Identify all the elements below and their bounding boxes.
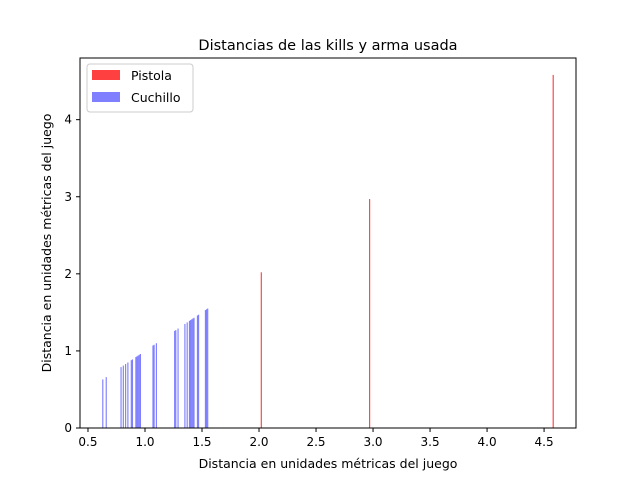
bar-cuchillo-30 <box>207 308 209 428</box>
bar-cuchillo-12 <box>139 354 141 428</box>
chart-title: Distancias de las kills y arma usada <box>198 38 457 54</box>
bar-cuchillo-15 <box>155 343 157 428</box>
bar-cuchillo-22 <box>190 320 192 428</box>
bar-cuchillo-11 <box>138 354 140 428</box>
x-tick-label-0: 0.5 <box>78 435 97 449</box>
bar-cuchillo-1 <box>105 377 107 429</box>
bar-cuchillo-6 <box>130 360 132 428</box>
legend-label-pistola: Pistola <box>131 68 172 83</box>
bar-cuchillo-23 <box>191 319 193 428</box>
bar-cuchillo-27 <box>198 314 200 428</box>
bar-pistola-1 <box>369 199 371 428</box>
bar-cuchillo-3 <box>122 365 124 428</box>
bar-cuchillo-16 <box>174 330 176 429</box>
bar-cuchillo-2 <box>120 367 122 428</box>
bars-layer <box>102 74 554 429</box>
y-tick-label-3: 3 <box>64 190 72 204</box>
bar-cuchillo-17 <box>175 330 177 428</box>
bar-cuchillo-9 <box>136 356 138 428</box>
bar-cuchillo-29 <box>206 309 208 428</box>
bar-cuchillo-28 <box>204 310 206 428</box>
bar-cuchillo-5 <box>127 362 129 428</box>
bar-cuchillo-7 <box>131 359 134 428</box>
bar-cuchillo-4 <box>125 364 127 428</box>
legend-label-cuchillo: Cuchillo <box>131 90 181 105</box>
x-tick-label-7: 4.0 <box>478 435 497 449</box>
y-tick-label-1: 1 <box>64 344 72 358</box>
bar-pistola-0 <box>260 272 262 428</box>
x-tick-label-8: 4.5 <box>535 435 554 449</box>
x-tick-label-2: 1.5 <box>192 435 211 449</box>
bar-cuchillo-21 <box>188 320 191 428</box>
bar-pistola-2 <box>552 74 554 429</box>
y-axis-ticks: 0 1 2 3 4 <box>64 113 80 435</box>
plot-frame <box>79 57 577 429</box>
bar-cuchillo-24 <box>192 318 194 428</box>
legend-swatch-cuchillo <box>92 92 120 102</box>
x-tick-label-5: 3.0 <box>363 435 382 449</box>
x-axis-ticks: 0.5 1.0 1.5 2.0 2.5 3.0 3.5 4.0 4.5 <box>78 428 554 449</box>
x-axis-label: Distancia en unidades métricas del juego <box>199 456 458 471</box>
legend-swatch-pistola <box>92 70 120 80</box>
x-tick-label-3: 2.0 <box>249 435 268 449</box>
bar-cuchillo-19 <box>184 323 186 428</box>
y-tick-label-0: 0 <box>64 421 72 435</box>
bar-cuchillo-13 <box>152 345 154 428</box>
x-tick-label-4: 2.5 <box>306 435 325 449</box>
x-tick-label-6: 3.5 <box>421 435 440 449</box>
legend: Pistola Cuchillo <box>86 63 194 113</box>
bar-cuchillo-26 <box>196 315 199 428</box>
bar-cuchillo-14 <box>153 344 155 428</box>
y-tick-label-2: 2 <box>64 267 72 281</box>
bar-cuchillo-18 <box>177 328 179 428</box>
bar-cuchillo-10 <box>137 355 139 428</box>
bar-cuchillo-20 <box>186 322 188 428</box>
x-tick-label-1: 1.0 <box>135 435 154 449</box>
bar-cuchillo-8 <box>135 357 137 428</box>
y-axis-label: Distancia en unidades métricas del juego <box>39 114 54 373</box>
y-tick-label-4: 4 <box>64 113 72 127</box>
bar-cuchillo-0 <box>102 379 104 428</box>
bar-cuchillo-25 <box>193 317 195 428</box>
